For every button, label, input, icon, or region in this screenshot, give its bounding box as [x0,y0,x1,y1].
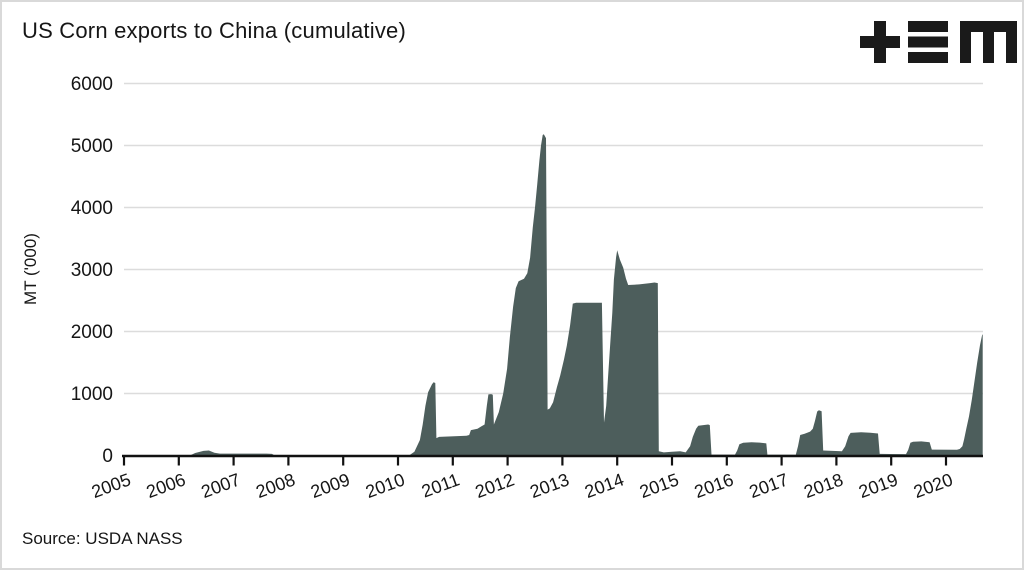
y-tick-label-5000: 5000 [71,136,113,157]
tem-logo [860,21,1017,63]
x-tick-label-2019: 2019 [856,469,900,501]
x-tick-label-2007: 2007 [198,469,242,501]
x-tick-label-2008: 2008 [253,469,297,501]
m-icon [960,21,1017,63]
x-tick-label-2011: 2011 [419,469,462,501]
x-tick-label-2012: 2012 [472,469,516,501]
x-tick-label-2006: 2006 [144,469,188,501]
y-tick-label-0: 0 [102,446,113,467]
y-tick-label-4000: 4000 [71,198,113,219]
x-tick-label-2013: 2013 [527,469,571,501]
x-tick-label-2009: 2009 [308,469,352,501]
x-tick-label-2018: 2018 [801,469,845,501]
x-tick-label-2010: 2010 [363,469,407,501]
y-tick-label-6000: 6000 [71,74,113,95]
y-tick-label-3000: 3000 [71,260,113,281]
chart-title: US Corn exports to China (cumulative) [22,18,406,43]
x-tick-label-2016: 2016 [692,469,736,501]
x-tick-label-2014: 2014 [582,469,626,501]
triple-bar-icon [908,21,948,63]
y-tick-label-1000: 1000 [71,384,113,405]
x-tick-label-2015: 2015 [637,469,681,501]
x-tick-label-2020: 2020 [911,469,955,501]
area-series [124,134,983,456]
source-note: Source: USDA NASS [22,529,183,548]
y-tick-label-2000: 2000 [71,322,113,343]
x-tick-label-2017: 2017 [746,469,790,501]
plus-icon [860,21,900,63]
x-tick-label-2005: 2005 [89,469,133,501]
